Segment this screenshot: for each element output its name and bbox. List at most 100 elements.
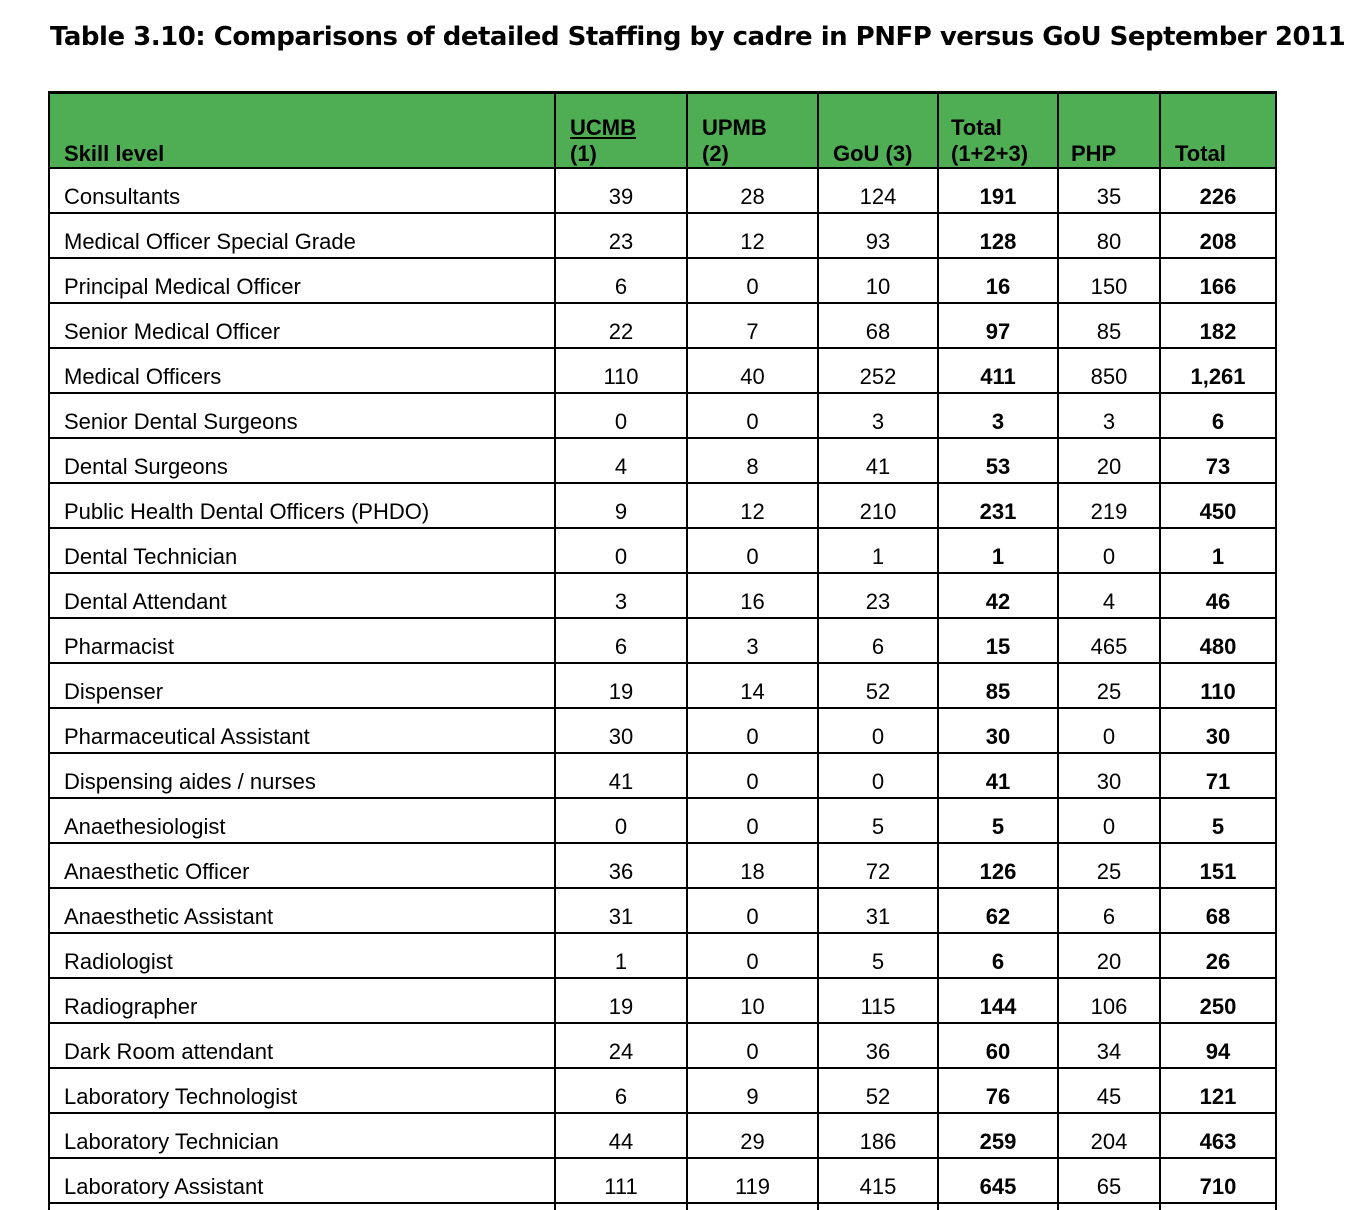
cell-total-123: 128 (937, 213, 1059, 259)
cell-php: 25 (1057, 843, 1161, 889)
cell-skill-level: Public Health Dental Officers (PHDO) (48, 483, 556, 529)
cell-php: 0 (1057, 798, 1161, 844)
header-gou: GoU (3) (817, 91, 939, 169)
cell-upmb: 16 (686, 573, 819, 619)
table-row: Principal Medical Officer 6 0 10 16 150 166 (48, 258, 1277, 304)
cell-total-123: 5 (937, 798, 1059, 844)
cell-ucmb: 36 (554, 843, 688, 889)
table-row: Dental Surgeons 4 8 41 53 20 73 (48, 438, 1277, 484)
cell-total: 1 (1159, 528, 1277, 574)
cell-skill-level: Dental Surgeons (48, 438, 556, 484)
table-row: Pharmacist 6 3 6 15 465 480 (48, 618, 1277, 664)
cell-upmb: 18 (686, 843, 819, 889)
cell-ucmb: 23 (554, 213, 688, 259)
cell-total: 226 (1159, 168, 1277, 214)
cell-gou: 0 (817, 708, 939, 754)
cell-total-123: 30 (937, 708, 1059, 754)
cell-skill-level: Pharmacist (48, 618, 556, 664)
cell-total: 250 (1159, 978, 1277, 1024)
cell-upmb: 0 (686, 798, 819, 844)
cell-php: 850 (1057, 348, 1161, 394)
cell-php: 465 (1057, 618, 1161, 664)
cell-total-123: 60 (937, 1023, 1059, 1069)
cell-gou: 5 (817, 798, 939, 844)
cell-skill-level-partial (48, 1203, 556, 1210)
cell-skill-level: Dispensing aides / nurses (48, 753, 556, 799)
cell-upmb: 8 (686, 438, 819, 484)
cell-total-123: 191 (937, 168, 1059, 214)
cell-gou: 0 (817, 753, 939, 799)
table-row: Dental Technician 0 0 1 1 0 1 (48, 528, 1277, 574)
cell-total-123: 85 (937, 663, 1059, 709)
cell-skill-level: Dental Technician (48, 528, 556, 574)
cell-gou: 52 (817, 663, 939, 709)
cell-gou: 23 (817, 573, 939, 619)
cell-total-123: 3 (937, 393, 1059, 439)
table-row: Senior Medical Officer 22 7 68 97 85 182 (48, 303, 1277, 349)
cell-total-123: 97 (937, 303, 1059, 349)
cell-ucmb: 6 (554, 258, 688, 304)
cell-ucmb: 111 (554, 1158, 688, 1204)
cell-total: 182 (1159, 303, 1277, 349)
header-skill-level: Skill level (48, 91, 556, 169)
cell-skill-level: Dental Attendant (48, 573, 556, 619)
cell-skill-level: Radiologist (48, 933, 556, 979)
cell-gou: 415 (817, 1158, 939, 1204)
cell-total: 121 (1159, 1068, 1277, 1114)
cell-skill-level: Dispenser (48, 663, 556, 709)
cell-gou: 31 (817, 888, 939, 934)
cell-total: 73 (1159, 438, 1277, 484)
cell-ucmb: 19 (554, 978, 688, 1024)
cell-php: 4 (1057, 573, 1161, 619)
cell-ucmb: 39 (554, 168, 688, 214)
table-row: Dark Room attendant 24 0 36 60 34 94 (48, 1023, 1277, 1069)
cell-ucmb: 41 (554, 753, 688, 799)
cell-php: 20 (1057, 438, 1161, 484)
cell-total-123: 126 (937, 843, 1059, 889)
cell-ucmb: 31 (554, 888, 688, 934)
cell-skill-level: Medical Officer Special Grade (48, 213, 556, 259)
table-row: Anaesthetic Assistant 31 0 31 62 6 68 (48, 888, 1277, 934)
cell-gou: 210 (817, 483, 939, 529)
cell-skill-level: Laboratory Assistant (48, 1158, 556, 1204)
cell-total-123-partial (937, 1203, 1059, 1210)
cell-total: 1,261 (1159, 348, 1277, 394)
cell-ucmb: 19 (554, 663, 688, 709)
cell-total-123: 144 (937, 978, 1059, 1024)
cell-total-123: 6 (937, 933, 1059, 979)
cell-php-partial (1057, 1203, 1161, 1210)
header-total-123: Total (1+2+3) (937, 91, 1059, 169)
cell-ucmb: 6 (554, 618, 688, 664)
cell-ucmb: 0 (554, 393, 688, 439)
table-row: Anaethesiologist 0 0 5 5 0 5 (48, 798, 1277, 844)
cell-gou: 115 (817, 978, 939, 1024)
cell-total: 71 (1159, 753, 1277, 799)
cell-php: 85 (1057, 303, 1161, 349)
cell-ucmb: 0 (554, 798, 688, 844)
cell-gou: 41 (817, 438, 939, 484)
header-row: Skill level UCMB (1) UPMB (2) GoU (3) Tota… (48, 91, 1277, 169)
cell-php: 20 (1057, 933, 1161, 979)
cell-skill-level: Anaesthetic Assistant (48, 888, 556, 934)
cell-php: 0 (1057, 528, 1161, 574)
cell-upmb: 28 (686, 168, 819, 214)
cell-total: 68 (1159, 888, 1277, 934)
table-row: Pharmaceutical Assistant 30 0 0 30 0 30 (48, 708, 1277, 754)
table-row: Radiographer 19 10 115 144 106 250 (48, 978, 1277, 1024)
table-body: Consultants 39 28 124 191 35 226 Medical Office… (48, 168, 1277, 1210)
cell-upmb: 119 (686, 1158, 819, 1204)
cell-gou: 10 (817, 258, 939, 304)
cell-gou-partial (817, 1203, 939, 1210)
cell-skill-level: Medical Officers (48, 348, 556, 394)
cell-ucmb: 44 (554, 1113, 688, 1159)
cell-php: 219 (1057, 483, 1161, 529)
cell-upmb: 12 (686, 213, 819, 259)
cell-php: 0 (1057, 708, 1161, 754)
cell-skill-level: Radiographer (48, 978, 556, 1024)
cell-gou: 6 (817, 618, 939, 664)
table-row: Laboratory Technologist 6 9 52 76 45 121 (48, 1068, 1277, 1114)
cell-total-123: 62 (937, 888, 1059, 934)
cell-ucmb: 3 (554, 573, 688, 619)
staffing-table: Skill level UCMB (1) UPMB (2) GoU (3) Tota… (48, 91, 1277, 1210)
cell-total: 480 (1159, 618, 1277, 664)
